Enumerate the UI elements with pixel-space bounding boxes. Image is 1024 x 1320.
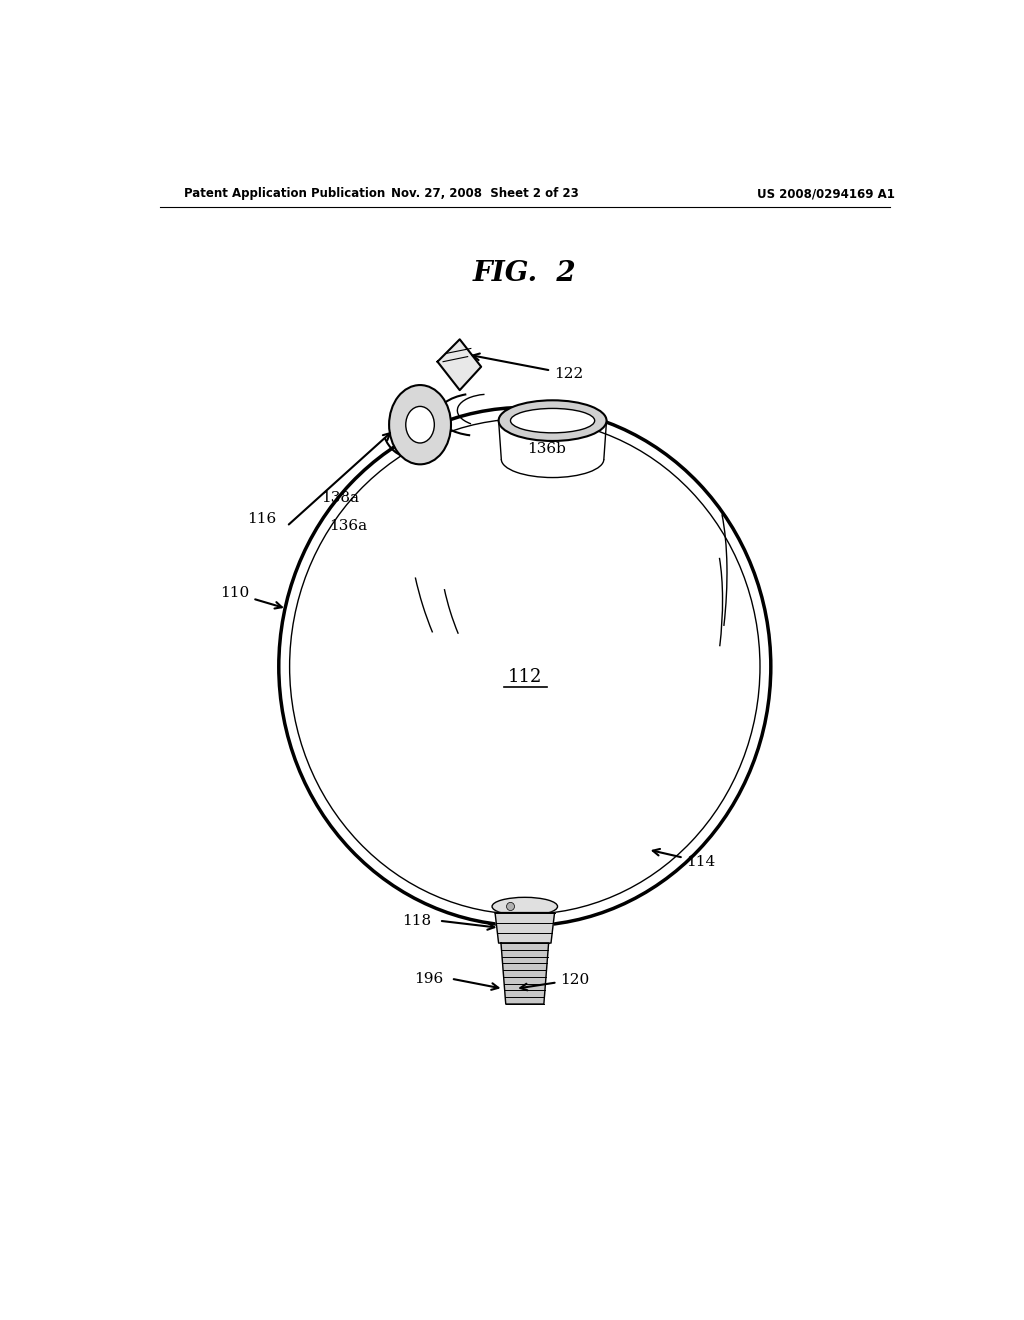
Polygon shape [437,339,481,391]
Ellipse shape [279,408,771,925]
Text: 120: 120 [520,973,590,990]
Polygon shape [495,912,555,942]
Text: 138a: 138a [321,491,358,504]
Text: 122: 122 [473,354,583,381]
Ellipse shape [507,903,514,911]
Text: 196: 196 [415,972,443,986]
Text: Patent Application Publication: Patent Application Publication [183,187,385,201]
Ellipse shape [493,898,557,916]
Text: 114: 114 [652,849,716,869]
Text: 136a: 136a [329,519,367,533]
Text: 116: 116 [247,512,275,527]
Ellipse shape [406,407,434,444]
Ellipse shape [389,385,451,465]
Text: 136b: 136b [527,442,566,457]
Ellipse shape [511,408,595,433]
Polygon shape [501,942,549,1005]
Text: 112: 112 [508,668,542,686]
Text: 110: 110 [220,586,282,609]
Text: US 2008/0294169 A1: US 2008/0294169 A1 [758,187,895,201]
Text: FIG.  2: FIG. 2 [473,260,577,286]
Text: 118: 118 [402,913,431,928]
Ellipse shape [499,400,606,441]
Text: Nov. 27, 2008  Sheet 2 of 23: Nov. 27, 2008 Sheet 2 of 23 [391,187,579,201]
